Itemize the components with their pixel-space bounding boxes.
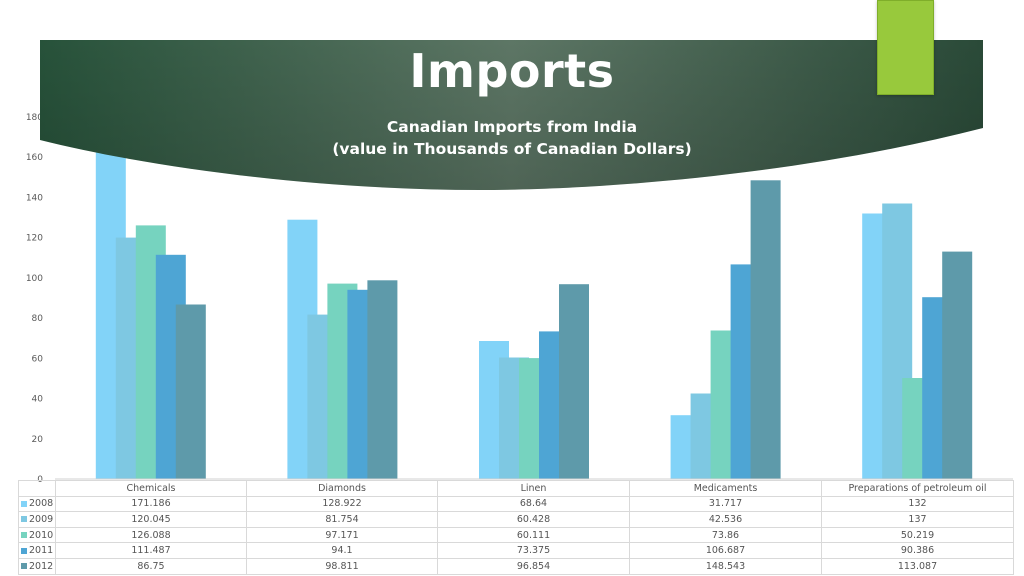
table-cell: 42.536 (629, 511, 822, 528)
category-label: Preparations of petroleum oil (821, 480, 1014, 497)
legend-label: 2012 (29, 560, 54, 572)
bars (95, 134, 973, 480)
bar-2012 (559, 284, 589, 479)
chart-title: Canadian Imports from India (386, 118, 638, 136)
table-cell: 148.543 (629, 557, 822, 575)
table-row: 2012 86.75 98.811 96.854 148.543 113.087 (18, 557, 1014, 575)
chart-subtitle: (value in Thousands of Canadian Dollars) (332, 140, 692, 158)
y-tick-label: 100 (26, 274, 43, 284)
legend-swatch (21, 547, 27, 554)
table-cell: 60.428 (437, 511, 630, 528)
slide-title: Imports (409, 44, 615, 98)
table-cell: 86.75 (55, 557, 247, 575)
table-cell: 126.088 (55, 526, 247, 544)
y-tick-label: 0 (37, 475, 43, 485)
category-label: Linen (437, 480, 630, 497)
legend-swatch (21, 500, 27, 507)
table-cell: 96.854 (437, 557, 630, 575)
legend-label: 2009 (29, 513, 54, 525)
legend-swatch (21, 516, 27, 523)
y-tick-label: 180 (26, 113, 43, 123)
table-cell: 98.811 (246, 557, 438, 575)
bar-2012 (367, 280, 398, 479)
legend-label: 2010 (29, 529, 54, 541)
category-label: Medicaments (629, 480, 822, 497)
bar-2012 (175, 304, 206, 479)
y-axis: 0 20 40 60 80 100 120 140 160 180 (26, 113, 43, 485)
table-row: 2011 111.487 94.1 73.375 106.687 90.386 (18, 542, 1014, 559)
table-cell: 113.087 (821, 557, 1014, 575)
y-tick-label: 160 (26, 153, 43, 163)
legend-label: 2011 (29, 545, 54, 557)
legend-key: 2011 (18, 542, 56, 559)
category-label: Chemicals (55, 480, 247, 497)
legend-key: 2009 (18, 511, 56, 528)
table-cell: 68.64 (437, 495, 630, 513)
legend-key: 2010 (18, 526, 56, 544)
legend-swatch (21, 532, 27, 539)
legend-swatch (21, 563, 27, 570)
table-cell: 137 (821, 511, 1014, 528)
y-tick-label: 140 (26, 193, 43, 203)
table-cell: 120.045 (55, 511, 247, 528)
table-cell: 132 (821, 495, 1014, 513)
y-tick-label: 80 (32, 314, 44, 324)
table-cell: 81.754 (246, 511, 438, 528)
legend-key: 2008 (18, 495, 56, 513)
data-table: Chemicals Diamonds Linen Medicaments Pre… (18, 480, 1014, 575)
table-cell: 90.386 (821, 542, 1014, 559)
table-cell: 97.171 (246, 526, 438, 544)
table-cell: 73.375 (437, 542, 630, 559)
table-row: 2009 120.045 81.754 60.428 42.536 137 (18, 511, 1014, 528)
table-header-row: Chemicals Diamonds Linen Medicaments Pre… (18, 480, 1014, 497)
table-cell: 73.86 (629, 526, 822, 544)
legend-key: 2012 (18, 557, 56, 575)
table-cell: 111.487 (55, 542, 247, 559)
legend-label: 2008 (29, 498, 54, 510)
y-tick-label: 20 (32, 435, 44, 445)
y-tick-label: 60 (32, 354, 44, 364)
y-tick-label: 40 (32, 395, 44, 405)
category-label: Diamonds (246, 480, 438, 497)
table-cell: 31.717 (629, 495, 822, 513)
table-row: 2010 126.088 97.171 60.111 73.86 50.219 (18, 526, 1014, 544)
green-accent-tab (877, 0, 934, 95)
table-cell: 128.922 (246, 495, 438, 513)
bar-2012 (750, 180, 781, 480)
table-cell: 60.111 (437, 526, 630, 544)
table-cell: 106.687 (629, 542, 822, 559)
table-cell: 94.1 (246, 542, 438, 559)
bar-2012 (942, 251, 973, 479)
y-tick-label: 120 (26, 234, 43, 244)
table-cell: 50.219 (821, 526, 1014, 544)
table-corner-cell (18, 480, 56, 497)
title-banner-shade (40, 40, 983, 190)
table-row: 2008 171.186 128.922 68.64 31.717 132 (18, 495, 1014, 513)
table-cell: 171.186 (55, 495, 247, 513)
